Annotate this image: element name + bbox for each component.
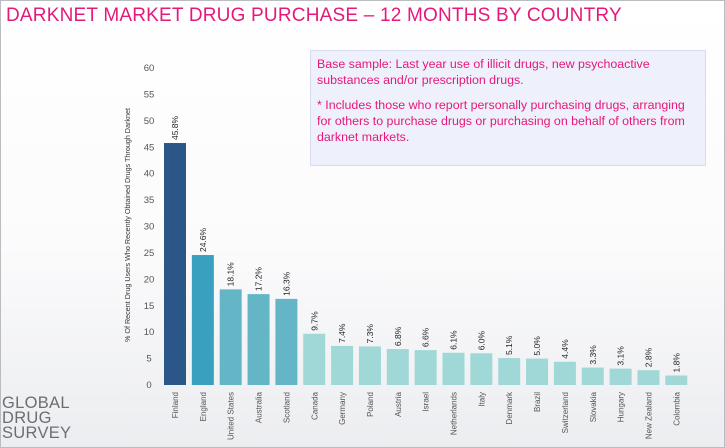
bar-value-label: 3.3% [588, 345, 598, 365]
bar-austria [386, 349, 409, 385]
x-tick-label: Hungary [617, 392, 626, 422]
bar-finland [164, 143, 186, 385]
y-tick-label: 10 [144, 327, 155, 338]
bar-value-label: 17.2% [254, 267, 264, 292]
bar-scotland [275, 298, 298, 385]
page-title: DARKNET MARKET DRUG PURCHASE – 12 MONTHS… [6, 5, 622, 26]
bar-hungary [609, 368, 632, 385]
x-tick-label: England [199, 392, 208, 421]
x-tick-label: Canada [310, 391, 319, 420]
bar-value-label: 5.0% [532, 336, 542, 356]
y-axis-label: % Of Recent Drug Users Who Recently Obta… [123, 108, 132, 342]
x-tick-label: Poland [366, 392, 375, 417]
x-tick-label: Switzerland [561, 392, 570, 433]
y-tick-label: 25 [144, 248, 155, 259]
x-tick-label: Australia [255, 391, 264, 423]
x-tick-label: Colombia [672, 391, 681, 425]
global-drug-survey-logo: GLOBAL DRUG SURVEY [2, 394, 72, 442]
bar-value-label: 16.3% [281, 271, 291, 296]
logo-line-drug: DRUG [2, 409, 52, 427]
y-tick-label: 15 [144, 301, 155, 312]
y-tick-label: 40 [144, 169, 155, 180]
bar-value-label: 4.4% [560, 339, 570, 359]
x-tick-label: United States [227, 392, 236, 440]
x-tick-label: Scotland [282, 392, 291, 423]
x-tick-label: Netherlands [450, 392, 459, 435]
y-tick-label: 30 [144, 222, 155, 233]
bar-value-label: 6.1% [449, 330, 459, 350]
bar-new-zealand [637, 370, 660, 385]
note-includes: * Includes those who report personally p… [317, 98, 685, 144]
bar-australia [247, 294, 270, 385]
base-sample-note: Base sample: Last year use of illicit dr… [310, 50, 706, 166]
bar-value-label: 2.8% [643, 347, 653, 367]
bar-value-label: 5.1% [504, 335, 514, 355]
bar-value-label: 7.3% [365, 324, 375, 344]
bar-value-label: 45.8% [170, 115, 180, 140]
x-tick-label: Finland [171, 392, 180, 418]
bar-switzerland [553, 361, 576, 385]
bars [164, 143, 688, 385]
x-tick-label: Israel [422, 392, 431, 412]
x-tick-label: Germany [338, 392, 347, 425]
bar-england [191, 255, 214, 385]
x-tick-label: Brazil [533, 392, 542, 412]
bar-denmark [498, 358, 521, 385]
x-tick-label: New Zealand [644, 392, 653, 439]
y-tick-label: 55 [144, 89, 155, 100]
y-tick-label: 35 [144, 195, 155, 206]
y-tick-label: 45 [144, 142, 155, 153]
bar-germany [331, 345, 354, 385]
x-tick-label: Italy [477, 392, 486, 407]
logo-line-survey: SURVEY [2, 424, 72, 442]
bar-value-label: 6.0% [476, 330, 486, 350]
bar-canada [303, 333, 326, 385]
y-tick-label: 60 [144, 63, 155, 74]
bar-value-label: 9.7% [309, 311, 319, 331]
x-tick-label: Austria [394, 391, 403, 416]
bar-value-label: 6.6% [421, 327, 431, 347]
y-tick-label: 0 [146, 380, 151, 391]
bar-value-label: 18.1% [226, 262, 236, 287]
bar-netherlands [442, 352, 465, 385]
bar-israel [414, 350, 437, 385]
bar-italy [470, 353, 493, 385]
x-tick-label: Denmark [505, 391, 514, 424]
bar-brazil [526, 358, 549, 385]
bar-value-label: 1.8% [671, 353, 681, 373]
y-axis: 0 5 10 15 20 25 30 35 40 45 50 55 60 [144, 63, 155, 391]
bar-colombia [665, 375, 688, 385]
bar-slovakia [581, 367, 604, 385]
bar-value-label: 3.1% [616, 346, 626, 366]
bar-value-label: 6.8% [393, 326, 403, 346]
y-tick-label: 20 [144, 274, 155, 285]
y-tick-label: 5 [146, 354, 151, 365]
bar-poland [358, 346, 381, 385]
bar-value-label: 7.4% [337, 323, 347, 343]
bar-value-label: 24.6% [198, 227, 208, 252]
logo-line-global: GLOBAL [2, 394, 70, 412]
y-tick-label: 50 [144, 116, 155, 127]
bar-value-labels: 45.8% 24.6% 18.1% 17.2% 16.3% 9.7% 7.4% 7.3% 6.8… [170, 115, 681, 372]
x-axis-labels: Finland England United States Australia Scot… [171, 391, 681, 440]
bar-united-states [219, 289, 242, 385]
note-base-sample: Base sample: Last year use of illicit dr… [317, 57, 650, 87]
x-tick-label: Slovakia [589, 391, 598, 422]
